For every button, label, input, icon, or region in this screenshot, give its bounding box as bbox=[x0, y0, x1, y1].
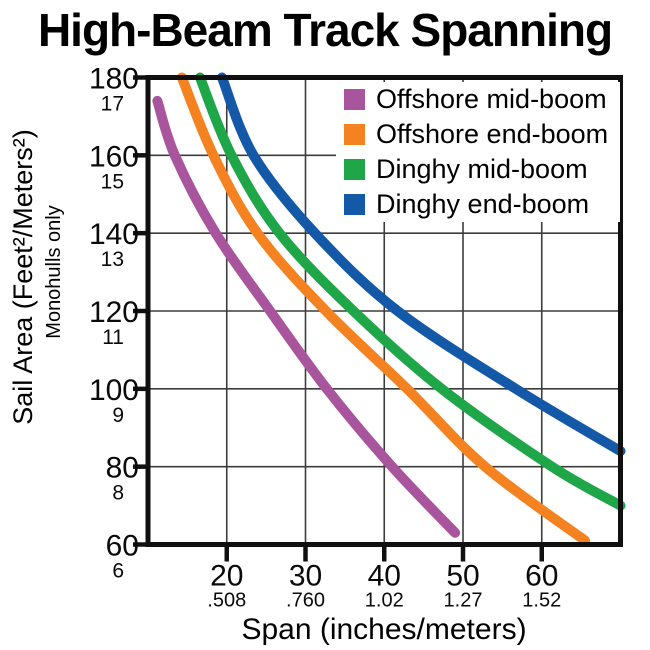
y-tick-label-feet: 160 bbox=[89, 140, 139, 173]
y-tick-label-meters: 13 bbox=[101, 248, 124, 271]
curve-dinghy-mid-boom bbox=[195, 72, 626, 511]
curve-dinghy-end-boom bbox=[217, 72, 626, 457]
y-tick-label-feet: 100 bbox=[89, 374, 139, 407]
curve-offshore-mid-boom bbox=[152, 95, 461, 538]
y-tick-label-meters: 9 bbox=[112, 404, 124, 427]
x-tick-label-meters: 1.52 bbox=[522, 590, 561, 612]
legend-swatch bbox=[344, 124, 365, 145]
x-tick-label-inches: 50 bbox=[446, 560, 479, 593]
legend-label: Offshore mid-boom bbox=[376, 84, 607, 114]
legend-swatch bbox=[344, 159, 365, 180]
x-tick-label-inches: 60 bbox=[525, 560, 558, 593]
legend-item: Dinghy mid-boom bbox=[336, 152, 620, 187]
x-tick-label-meters: .760 bbox=[286, 590, 325, 612]
legend-label: Dinghy end-boom bbox=[376, 189, 590, 219]
legend-swatch bbox=[344, 194, 365, 215]
x-tick-label-meters: 1.27 bbox=[444, 590, 483, 612]
legend-swatch bbox=[344, 89, 365, 110]
x-tick-label-inches: 30 bbox=[289, 560, 322, 593]
y-tick-label-feet: 80 bbox=[106, 452, 139, 485]
x-tick-label-meters: 1.02 bbox=[365, 590, 404, 612]
curve-offshore-end-boom bbox=[176, 72, 591, 546]
y-tick-label-feet: 60 bbox=[106, 530, 139, 563]
y-tick-label-meters: 11 bbox=[102, 326, 124, 349]
x-tick-label-inches: 40 bbox=[368, 560, 401, 593]
legend-label: Offshore end-boom bbox=[376, 119, 609, 149]
y-tick-label-meters: 6 bbox=[112, 560, 124, 583]
y-tick-label-feet: 120 bbox=[89, 296, 139, 329]
legend-item: Offshore mid-boom bbox=[336, 82, 620, 117]
y-tick-label-feet: 180 bbox=[89, 63, 139, 96]
y-tick-label-feet: 140 bbox=[89, 218, 139, 251]
legend: Offshore mid-boom Offshore end-boom Ding… bbox=[336, 82, 620, 222]
chart-title: High-Beam Track Spanning bbox=[37, 4, 613, 56]
y-tick-label-meters: 17 bbox=[101, 93, 124, 116]
legend-item: Dinghy end-boom bbox=[336, 187, 620, 222]
legend-label: Dinghy mid-boom bbox=[376, 154, 588, 184]
x-tick-label-inches: 20 bbox=[210, 560, 243, 593]
legend-item: Offshore end-boom bbox=[336, 117, 620, 152]
x-tick-label-meters: .508 bbox=[207, 590, 246, 612]
y-tick-label-meters: 15 bbox=[101, 170, 124, 193]
y-tick-label-meters: 8 bbox=[112, 482, 124, 505]
x-axis-label: Span (inches/meters) bbox=[241, 613, 527, 646]
